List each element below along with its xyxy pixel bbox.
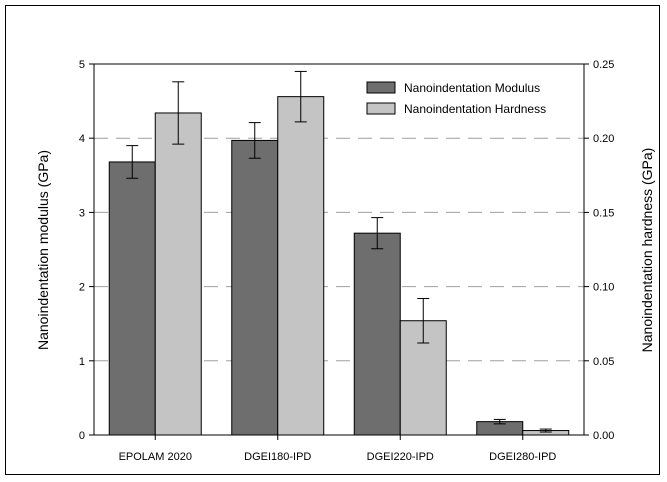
legend-label-hardness: Nanoindentation Hardness — [404, 102, 546, 116]
bar-modulus-2 — [353, 232, 401, 436]
legend-swatch-hardness — [366, 102, 396, 115]
left-tick-label-2: 2 — [79, 282, 85, 294]
bars — [108, 96, 570, 436]
category-label-3: DGEI280-IPD — [489, 451, 556, 463]
left-tick-label-4: 4 — [79, 133, 85, 145]
grid-lines — [94, 137, 584, 362]
category-label-2: DGEI220-IPD — [367, 451, 434, 463]
right-tick-label-1: 0.05 — [593, 356, 614, 368]
bar-modulus-1 — [231, 139, 279, 436]
bar-modulus-0 — [108, 161, 156, 436]
left-axis-ticks: 0 1 2 3 4 5 — [79, 59, 94, 442]
left-tick-label-1: 1 — [79, 356, 85, 368]
right-axis-title: Nanoindentation hardness (GPa) — [639, 148, 655, 353]
plot-area-border — [93, 63, 585, 436]
legend-swatch-modulus — [366, 81, 396, 94]
legend: Nanoindentation Modulus Nanoindentation … — [366, 81, 546, 116]
left-tick-label-5: 5 — [79, 59, 85, 71]
right-tick-label-5: 0.25 — [593, 59, 614, 71]
category-labels: EPOLAM 2020 DGEI180-IPD DGEI220-IPD DGEI280… — [119, 435, 556, 463]
left-tick-label-3: 3 — [79, 207, 85, 219]
left-tick-label-0: 0 — [79, 430, 85, 442]
right-axis-ticks: 0.00 0.05 0.10 0.15 0.20 0.25 — [584, 59, 614, 442]
right-tick-label-0: 0.00 — [593, 430, 614, 442]
category-label-0: EPOLAM 2020 — [119, 451, 192, 463]
left-axis-title: Nanoindentation modulus (GPa) — [35, 150, 51, 350]
right-tick-label-3: 0.15 — [593, 207, 614, 219]
error-bars — [126, 70, 552, 433]
category-label-1: DGEI180-IPD — [244, 451, 311, 463]
bar-hardness-1 — [277, 96, 325, 436]
bar-hardness-0 — [154, 112, 202, 436]
chart-frame — [5, 5, 660, 475]
legend-label-modulus: Nanoindentation Modulus — [404, 81, 540, 95]
right-tick-label-2: 0.10 — [593, 282, 614, 294]
right-tick-label-4: 0.20 — [593, 133, 614, 145]
